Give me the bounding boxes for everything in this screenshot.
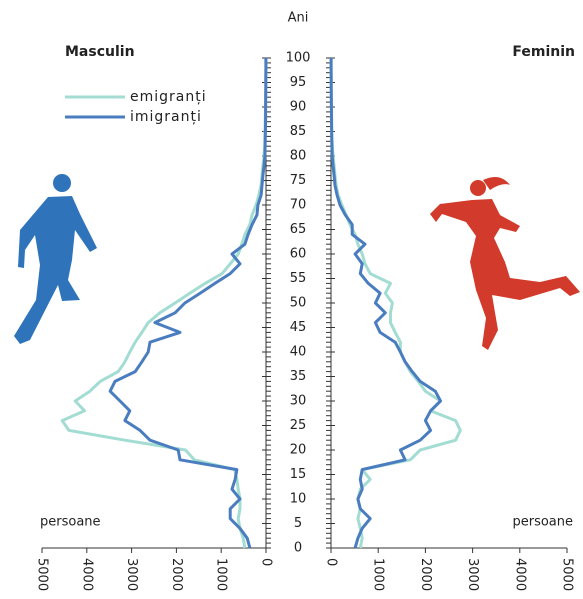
- x-tick-label: 5000: [560, 558, 575, 591]
- series-line: [108, 58, 268, 549]
- x-axis-label: persoane: [40, 515, 101, 530]
- y-tick-label: 0: [294, 541, 302, 556]
- y-tick-label: 10: [290, 492, 307, 507]
- y-tick-label: 20: [290, 443, 307, 458]
- legend-label: imigranți: [130, 109, 202, 125]
- x-tick-label: 1000: [371, 558, 386, 591]
- y-tick-label: 95: [290, 75, 307, 90]
- y-tick-label: 30: [290, 394, 307, 409]
- y-tick-label: 90: [290, 100, 307, 115]
- y-tick-label: 40: [290, 345, 307, 360]
- x-tick-label: 5000: [35, 558, 50, 591]
- y-tick-label: 55: [290, 271, 307, 286]
- y-tick-label: 60: [290, 247, 307, 262]
- y-tick-label: 25: [290, 418, 307, 433]
- legend-label: emigranți: [130, 89, 207, 105]
- y-tick-label: 35: [290, 369, 307, 384]
- x-tick-label: 1000: [214, 558, 229, 591]
- x-tick-label: 4000: [79, 558, 94, 591]
- y-tick-label: 15: [290, 467, 307, 482]
- x-tick-label: 4000: [512, 558, 527, 591]
- y-tick-label: 80: [290, 149, 307, 164]
- x-tick-label: 3000: [465, 558, 480, 591]
- series-line: [329, 58, 442, 549]
- female-figure: [430, 176, 580, 350]
- y-tick-label: 65: [290, 222, 307, 237]
- y-tick-label: 100: [286, 51, 311, 66]
- panel-title: Feminin: [512, 44, 575, 60]
- y-axis-label: Ani: [288, 11, 309, 26]
- y-tick-label: 75: [290, 173, 307, 188]
- y-tick-label: 50: [290, 296, 307, 311]
- y-tick-label: 45: [290, 320, 307, 335]
- x-tick-label: 3000: [124, 558, 139, 591]
- x-tick-label: 2000: [169, 558, 184, 591]
- y-tick-label: 85: [290, 124, 307, 139]
- y-tick-label: 5: [294, 516, 302, 531]
- x-tick-label: 0: [324, 558, 339, 566]
- x-axis-label: persoane: [512, 515, 573, 530]
- panel-title: Masculin: [65, 44, 135, 60]
- x-tick-label: 2000: [418, 558, 433, 591]
- x-tick-label: 0: [259, 558, 274, 566]
- series-line: [329, 58, 462, 549]
- y-tick-label: 70: [290, 198, 307, 213]
- male-figure: [14, 174, 97, 344]
